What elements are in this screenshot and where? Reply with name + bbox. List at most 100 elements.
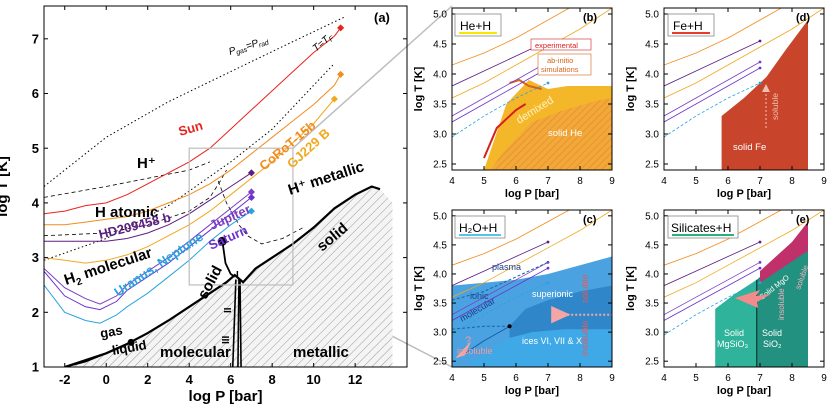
panel-c-ytick-label: 2.5 — [433, 357, 447, 368]
label-ionic: ionic — [470, 291, 489, 301]
series-line-saturn — [44, 197, 252, 311]
panel-a-xtick-label: 6 — [227, 372, 234, 387]
label-soluble-d: soluble — [770, 93, 780, 120]
label-h-atomic: H atomic — [95, 204, 158, 221]
inset-curve-corot-15b — [452, 8, 571, 66]
panel-a-ytick-label: 3 — [32, 250, 39, 265]
zoom-line-top — [292, 5, 453, 149]
inset-marker-hd209458-b — [758, 39, 762, 43]
boundary-h2-gas-liquid — [221, 241, 236, 278]
panel-b-frame — [451, 7, 613, 171]
panel-b-title-box — [454, 13, 502, 37]
panel-e-tag: (e) — [796, 214, 810, 226]
inset-curve-corot-15b — [664, 8, 783, 66]
panel-b-ytick-label: 3.5 — [433, 100, 447, 111]
label-phase-ii: II — [223, 307, 234, 313]
panel-c-xtick-label: 8 — [577, 373, 583, 384]
inset-curve-gj229-b — [452, 210, 612, 298]
series-line-hd209458-b — [44, 172, 252, 242]
panel-d-xtick-label: 5 — [693, 176, 699, 187]
panel-a-xtick-label: 10 — [306, 372, 320, 387]
panel-d-ytick-label: 4.5 — [645, 40, 659, 51]
label-gas: gas — [99, 322, 124, 341]
panel-b-xtick-label: 4 — [449, 176, 455, 187]
inset-curve-jupiter — [452, 61, 549, 117]
inset-curve-saturn — [452, 267, 549, 321]
label-plasma: plasma — [492, 262, 521, 272]
soluble-arrow-c — [551, 305, 571, 324]
panel-c-ytick-label: 5.0 — [433, 211, 447, 222]
panel-b-ytick-label: 4.5 — [433, 40, 447, 51]
series-line-corot-15b — [44, 74, 342, 226]
inset-curve-uranus-neptune — [452, 82, 549, 138]
label-insoluble-e: insoluble — [777, 288, 786, 320]
panel-b: 4 5 6 7 8 9 2.5 3.0 3.5 4.0 4.5 5.0 log P [bar] log T… — [413, 7, 615, 200]
panel-d-plot-area — [664, 8, 824, 170]
inset-curve-hd209458-b — [664, 40, 761, 87]
label-solid-fe: solid Fe — [733, 142, 766, 153]
panel-e-title: Silicates+H — [671, 221, 731, 235]
line-experimental — [483, 103, 527, 159]
inset-marker-uranus-neptune — [546, 81, 550, 85]
panel-c-title: H₂O+H — [459, 221, 497, 235]
panel-e-xtick-label: 9 — [821, 373, 827, 384]
panel-e-ytick-label: 4.5 — [645, 240, 659, 251]
inset-marker-saturn — [758, 66, 762, 70]
panel-d-xtick-label: 9 — [821, 176, 827, 187]
boundary-gas-liquid — [64, 341, 132, 367]
panel-e-xtick-label: 4 — [661, 373, 667, 384]
panel-a-xlabel: log P [bar] — [189, 388, 263, 405]
panel-d-xtick-label: 4 — [661, 176, 667, 187]
label-pgas-prad: Pgas=Prad — [228, 35, 271, 59]
region-solid-he — [490, 98, 612, 170]
inset-curve-corot-15b — [664, 210, 783, 266]
solid-region-hatch — [64, 186, 393, 367]
panel-c-xtick-label: 4 — [449, 373, 455, 384]
inset-marker-uranus-neptune — [758, 281, 762, 285]
series-marker-hd209458-b — [247, 169, 255, 177]
panel-d: 4 5 6 7 8 9 2.5 3.0 3.5 4.0 4.5 5.0 log P [bar] log T… — [625, 7, 827, 200]
label-metallic: metallic — [293, 344, 349, 361]
inset-curve-uranus-neptune — [452, 282, 549, 336]
series-marker-gj229-b — [330, 95, 338, 103]
insoluble-arrow-e — [735, 290, 771, 308]
panel-c-tag: (c) — [583, 214, 597, 226]
inset-curve-hd209458-b — [664, 241, 761, 286]
panel-a-tag: (a) — [374, 10, 390, 25]
label-ices: ices VI, VII & X — [522, 336, 582, 346]
marker-H2-critical-point — [217, 236, 227, 246]
inset-curve-saturn — [664, 67, 761, 123]
label-mgsio3-1: Solid — [724, 328, 744, 338]
panel-b-xtick-label: 5 — [481, 176, 487, 187]
inset-marker-hd209458-b — [546, 240, 550, 244]
boundary-h-ionisation — [44, 161, 211, 198]
panel-c-ytick-label: 4.0 — [433, 269, 447, 280]
panel-d-ytick-label: 4.0 — [645, 70, 659, 81]
panel-d-xlabel: log P [bar] — [717, 188, 772, 200]
panel-c-xtick-label: 6 — [513, 373, 519, 384]
panel-e-ylabel: log T [K] — [625, 266, 637, 311]
inset-marker-uranus-neptune — [758, 81, 762, 85]
inset-curve-jupiter — [452, 261, 549, 316]
phase-boundary-vertical — [231, 279, 237, 367]
series-line-sun — [44, 27, 341, 215]
panel-d-xtick-label: 7 — [757, 176, 763, 187]
inset-marker-uranus-neptune — [546, 281, 550, 285]
region-solid-sio2 — [756, 233, 808, 367]
panel-c-ytick-label: 4.5 — [433, 240, 447, 251]
panel-b-ytick-label: 4.0 — [433, 70, 447, 81]
label-h-plus: H⁺ — [137, 155, 156, 172]
inset-marker-jupiter — [758, 260, 762, 264]
series-marker-sun — [337, 24, 345, 32]
panel-b-tag: (b) — [583, 12, 597, 24]
panel-d-xtick-label: 6 — [725, 176, 731, 187]
inset-marker-saturn — [546, 266, 550, 270]
inset-curve-gj229-b — [452, 8, 612, 99]
panel-e-ytick-label: 2.5 — [645, 357, 659, 368]
inset-curve-corot-15b — [452, 210, 571, 266]
region-solid-fe — [721, 20, 808, 170]
panel-c-ylabel: log T [K] — [413, 266, 425, 311]
panel-b-ytick-label: 3.0 — [433, 130, 447, 141]
legend-experimental: experimental — [535, 41, 578, 50]
panel-a-xtick-label: 0 — [103, 372, 110, 387]
